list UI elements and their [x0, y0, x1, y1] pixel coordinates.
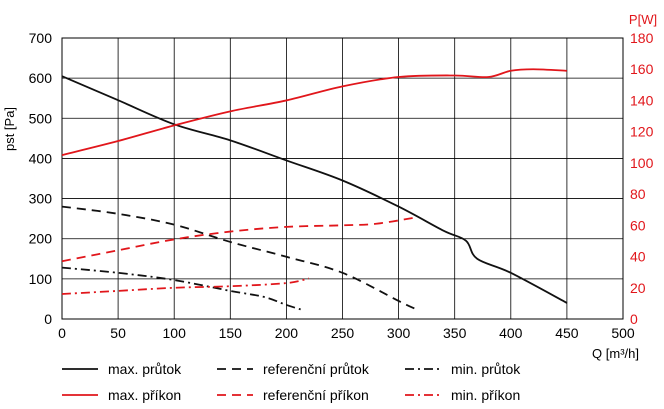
y-right-axis-label: P[W]	[629, 12, 657, 27]
legend: max. průtok referenční průtok min. průtok m…	[62, 361, 521, 403]
y-left-tick-label: 400	[29, 150, 53, 166]
legend-label: min. průtok	[451, 361, 521, 377]
y-right-tick-label: 140	[630, 92, 654, 108]
legend-label: max. příkon	[108, 387, 181, 403]
x-tick-label: 200	[275, 325, 299, 341]
series-line-max-průtok	[61, 75, 568, 304]
x-tick-label: 100	[163, 325, 187, 341]
y-right-tick-label: 120	[630, 124, 654, 140]
series-line-max-příkon	[61, 68, 567, 156]
y-left-tick-label: 700	[29, 30, 53, 46]
y-right-tick-label: 180	[630, 30, 654, 46]
series-line-min-průtok	[61, 266, 304, 312]
y-left-tick-label: 500	[29, 110, 53, 126]
y-left-tick-label: 100	[29, 271, 53, 287]
x-tick-label: 0	[58, 325, 66, 341]
series-line-referenční-průtok	[61, 205, 416, 310]
x-tick-label: 150	[219, 325, 243, 341]
x-tick-label: 400	[499, 325, 523, 341]
y-left-tick-label: 0	[44, 311, 52, 327]
legend-label: max. průtok	[108, 361, 182, 377]
y-right-tick-label: 100	[630, 155, 654, 171]
y-left-tick-label: 200	[29, 231, 53, 247]
x-tick-label: 450	[555, 325, 579, 341]
series-line-referenční-příkon	[61, 216, 416, 263]
plot-frame	[61, 37, 624, 320]
y-right-tick-label: 0	[630, 311, 638, 327]
series-line-min-příkon	[61, 277, 310, 295]
y-right-tick-label: 20	[630, 280, 646, 296]
y-right-tick-label: 80	[630, 186, 646, 202]
x-axis-label: Q [m³/h]	[592, 346, 639, 361]
x-tick-label: 300	[387, 325, 411, 341]
y-left-tick-label: 300	[29, 191, 53, 207]
legend-label: referenční příkon	[263, 387, 369, 403]
x-tick-label: 500	[611, 325, 635, 341]
y-right-tick-label: 160	[630, 61, 654, 77]
x-tick-label: 350	[443, 325, 467, 341]
y-right-tick-label: 40	[630, 249, 646, 265]
x-tick-label: 50	[110, 325, 126, 341]
legend-label: min. příkon	[451, 387, 520, 403]
y-right-tick-label: 60	[630, 217, 646, 233]
x-tick-label: 250	[331, 325, 355, 341]
y-left-tick-label: 600	[29, 70, 53, 86]
legend-label: referenční průtok	[263, 361, 370, 377]
y-left-axis-label: pst [Pa]	[2, 107, 17, 151]
